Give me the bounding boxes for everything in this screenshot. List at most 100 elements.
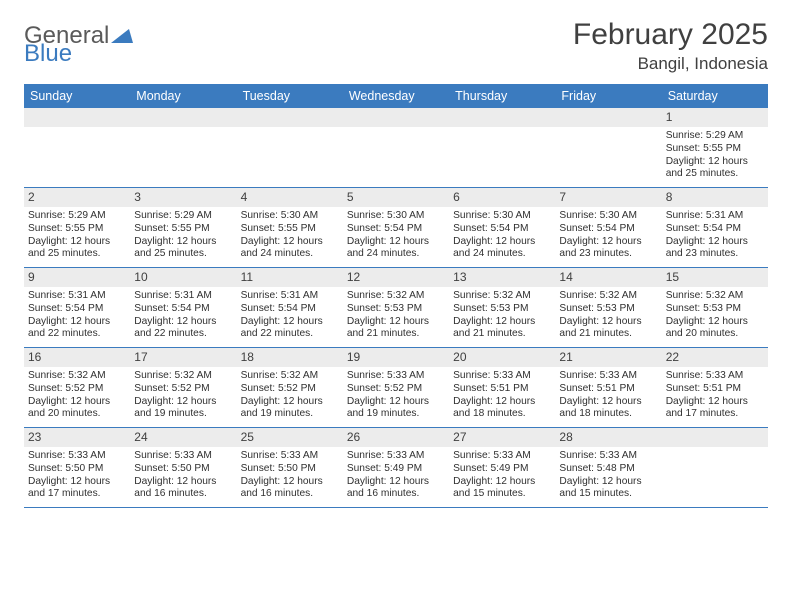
day-of-week-header: SundayMondayTuesdayWednesdayThursdayFrid… [24,84,768,108]
day-info: Sunrise: 5:33 AMSunset: 5:51 PMDaylight:… [453,370,551,421]
day-number: 18 [237,348,343,367]
day-cell: 3 Sunrise: 5:29 AMSunset: 5:55 PMDaylight… [130,188,236,267]
day-info: Sunrise: 5:33 AMSunset: 5:50 PMDaylight:… [28,450,126,501]
day-number: 3 [130,188,236,207]
day-cell [130,108,236,187]
day-cell: 17Sunrise: 5:32 AMSunset: 5:52 PMDayligh… [130,348,236,427]
day-number: 19 [343,348,449,367]
day-cell: 24 Sunrise: 5:33 AMSunset: 5:50 PMDayligh… [130,428,236,507]
logo-word2: Blue [24,40,72,67]
location: Bangil, Indonesia [573,54,768,74]
week-row: 1 Sunrise: 5:29 AMSunset: 5:55 PMDaylight… [24,108,768,188]
day-number: 1 [662,108,768,127]
day-info: Sunrise: 5:33 AMSunset: 5:51 PMDaylight:… [666,370,764,421]
day-of-week-label: Wednesday [343,84,449,108]
day-cell: 2Sunrise: 5:29 AMSunset: 5:55 PMDaylight… [24,188,130,267]
weeks-container: 1 Sunrise: 5:29 AMSunset: 5:55 PMDaylight… [24,108,768,508]
day-cell: 13 Sunrise: 5:32 AMSunset: 5:53 PMDayligh… [449,268,555,347]
day-of-week-label: Saturday [662,84,768,108]
day-info: Sunrise: 5:32 AMSunset: 5:53 PMDaylight:… [666,290,764,341]
day-cell: 26Sunrise: 5:33 AMSunset: 5:49 PMDayligh… [343,428,449,507]
day-cell: 23 Sunrise: 5:33 AMSunset: 5:50 PMDayligh… [24,428,130,507]
day-number: 23 [24,428,130,447]
day-number: 11 [237,268,343,287]
day-info: Sunrise: 5:29 AMSunset: 5:55 PMDaylight:… [666,130,764,181]
day-number [662,428,768,447]
day-cell: 22 Sunrise: 5:33 AMSunset: 5:51 PMDayligh… [662,348,768,427]
logo-triangle-icon [111,24,133,48]
day-info: Sunrise: 5:32 AMSunset: 5:52 PMDaylight:… [241,370,339,421]
day-number: 13 [449,268,555,287]
day-cell: 28 Sunrise: 5:33 AMSunset: 5:48 PMDayligh… [555,428,661,507]
day-number: 24 [130,428,236,447]
day-cell: 11 Sunrise: 5:31 AMSunset: 5:54 PMDayligh… [237,268,343,347]
day-number: 25 [237,428,343,447]
week-row: 23Sunrise: 5:33 AMSunset: 5:50 PMDayligh… [24,428,768,508]
day-number: 22 [662,348,768,367]
week-row: 2Sunrise: 5:29 AMSunset: 5:55 PMDaylight… [24,188,768,268]
day-number [130,108,236,127]
day-info: Sunrise: 5:32 AMSunset: 5:52 PMDaylight:… [28,370,126,421]
logo: General Blue [24,24,133,66]
day-cell: 21Sunrise: 5:33 AMSunset: 5:51 PMDayligh… [555,348,661,427]
day-info: Sunrise: 5:31 AMSunset: 5:54 PMDaylight:… [28,290,126,341]
day-cell: 14 Sunrise: 5:32 AMSunset: 5:53 PMDayligh… [555,268,661,347]
day-cell: 27Sunrise: 5:33 AMSunset: 5:49 PMDayligh… [449,428,555,507]
day-cell: 4Sunrise: 5:30 AMSunset: 5:55 PMDaylight… [237,188,343,267]
day-info: Sunrise: 5:33 AMSunset: 5:48 PMDaylight:… [559,450,657,501]
day-number: 5 [343,188,449,207]
day-cell: 19Sunrise: 5:33 AMSunset: 5:52 PMDayligh… [343,348,449,427]
calendar-page: General Blue February 2025 Bangil, Indon… [0,0,792,508]
day-number: 9 [24,268,130,287]
day-of-week-label: Monday [130,84,236,108]
week-row: 16 Sunrise: 5:32 AMSunset: 5:52 PMDayligh… [24,348,768,428]
day-cell: 7Sunrise: 5:30 AMSunset: 5:54 PMDaylight… [555,188,661,267]
day-cell [449,108,555,187]
day-cell [24,108,130,187]
day-number: 28 [555,428,661,447]
day-info: Sunrise: 5:32 AMSunset: 5:53 PMDaylight:… [347,290,445,341]
day-cell: 15Sunrise: 5:32 AMSunset: 5:53 PMDayligh… [662,268,768,347]
day-info: Sunrise: 5:30 AMSunset: 5:54 PMDaylight:… [559,210,657,261]
day-number: 6 [449,188,555,207]
day-info: Sunrise: 5:31 AMSunset: 5:54 PMDaylight:… [134,290,232,341]
day-cell: 20 Sunrise: 5:33 AMSunset: 5:51 PMDayligh… [449,348,555,427]
day-cell [343,108,449,187]
day-number: 20 [449,348,555,367]
day-info: Sunrise: 5:29 AMSunset: 5:55 PMDaylight:… [134,210,232,261]
day-cell [237,108,343,187]
day-number [555,108,661,127]
day-info: Sunrise: 5:30 AMSunset: 5:54 PMDaylight:… [453,210,551,261]
day-number [24,108,130,127]
month-title: February 2025 [573,18,768,52]
day-number: 17 [130,348,236,367]
day-of-week-label: Thursday [449,84,555,108]
day-info: Sunrise: 5:33 AMSunset: 5:50 PMDaylight:… [134,450,232,501]
day-number: 14 [555,268,661,287]
day-number [343,108,449,127]
day-cell: 6 Sunrise: 5:30 AMSunset: 5:54 PMDaylight… [449,188,555,267]
title-block: February 2025 Bangil, Indonesia [573,18,768,74]
day-number [449,108,555,127]
day-of-week-label: Sunday [24,84,130,108]
day-cell: 5 Sunrise: 5:30 AMSunset: 5:54 PMDaylight… [343,188,449,267]
day-cell [662,428,768,507]
day-info: Sunrise: 5:30 AMSunset: 5:54 PMDaylight:… [347,210,445,261]
week-row: 9Sunrise: 5:31 AMSunset: 5:54 PMDaylight… [24,268,768,348]
day-number: 12 [343,268,449,287]
logo-text-block: General Blue [24,24,133,66]
day-info: Sunrise: 5:32 AMSunset: 5:53 PMDaylight:… [559,290,657,341]
day-cell: 10 Sunrise: 5:31 AMSunset: 5:54 PMDayligh… [130,268,236,347]
day-info: Sunrise: 5:33 AMSunset: 5:51 PMDaylight:… [559,370,657,421]
day-info: Sunrise: 5:31 AMSunset: 5:54 PMDaylight:… [241,290,339,341]
day-number: 26 [343,428,449,447]
day-number: 2 [24,188,130,207]
day-number: 10 [130,268,236,287]
day-info: Sunrise: 5:30 AMSunset: 5:55 PMDaylight:… [241,210,339,261]
day-info: Sunrise: 5:32 AMSunset: 5:53 PMDaylight:… [453,290,551,341]
day-number: 27 [449,428,555,447]
day-number: 16 [24,348,130,367]
day-info: Sunrise: 5:31 AMSunset: 5:54 PMDaylight:… [666,210,764,261]
day-number: 8 [662,188,768,207]
day-cell: 9 Sunrise: 5:31 AMSunset: 5:54 PMDaylight… [24,268,130,347]
